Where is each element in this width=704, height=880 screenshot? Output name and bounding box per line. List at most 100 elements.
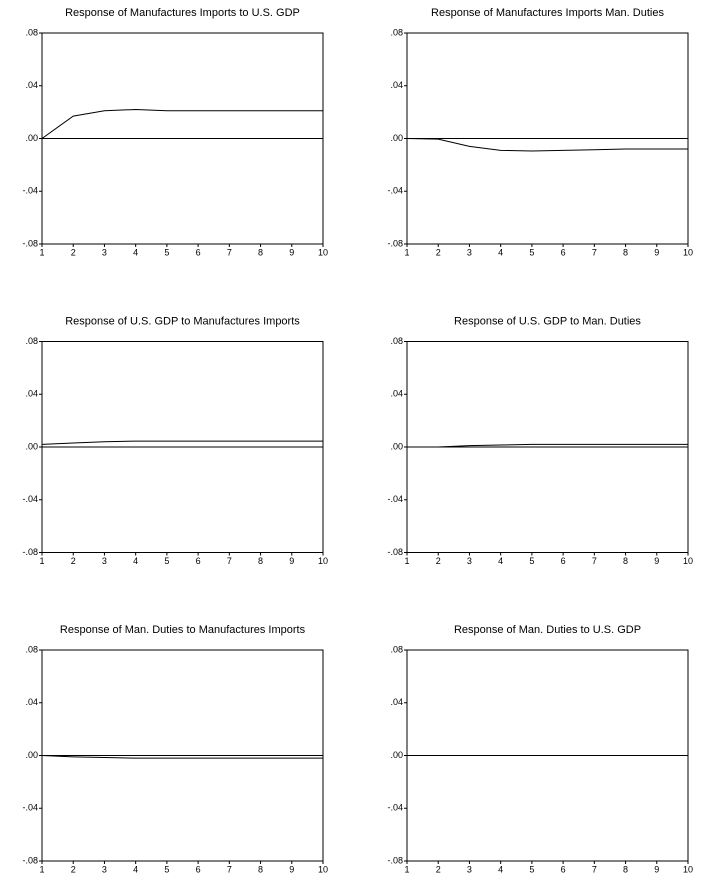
y-tick-label: -.04 [22,803,38,813]
x-tick-label: 1 [39,864,44,874]
x-tick-label: 5 [164,556,169,566]
x-tick-label: 5 [164,247,169,257]
line [406,138,688,152]
x-tick-label: 3 [467,556,472,566]
y-tick-label: .04 [390,389,403,399]
x-tick-label: 7 [592,864,597,874]
x-tick-label: 7 [227,556,232,566]
x-tick-label: 4 [133,556,138,566]
y-tick-label: .04 [25,697,38,707]
x-tick-label: 8 [623,556,628,566]
x-tick-label: 8 [623,247,628,257]
y-tick-label: .08 [25,27,38,37]
line [41,755,323,759]
x-tick-label: 10 [318,864,328,874]
x-tick-label: 2 [436,247,441,257]
chart-title: Response of Man. Duties to U.S. GDP [454,624,641,636]
x-tick-label: 6 [196,556,201,566]
x-tick-label: 9 [289,864,294,874]
x-tick-label: 1 [39,247,44,257]
x-tick-label: 9 [654,247,659,257]
y-tick-label: .00 [390,133,403,143]
x-tick-label: 9 [654,864,659,874]
x-tick-label: 6 [561,247,566,257]
x-tick-label: 4 [498,556,503,566]
y-tick-label: -.08 [387,238,403,248]
x-tick-label: 2 [71,247,76,257]
x-tick-label: 5 [529,247,534,257]
x-tick-label: 3 [102,556,107,566]
y-tick-label: .00 [390,750,403,760]
line [41,440,323,445]
x-tick-label: 1 [404,247,409,257]
x-tick-label: 4 [498,864,503,874]
x-tick-label: 8 [258,864,263,874]
x-tick-label: 2 [436,556,441,566]
y-tick-label: -.08 [22,547,38,557]
x-tick-label: 5 [529,556,534,566]
y-tick-label: .00 [25,441,38,451]
chart-title: Response of U.S. GDP to Manufactures Imp… [65,315,300,327]
x-tick-label: 8 [258,556,263,566]
chart-title: Response of Manufactures Imports to U.S.… [65,7,300,19]
y-tick-label: .08 [25,336,38,346]
y-tick-label: .00 [25,750,38,760]
x-tick-label: 7 [592,247,597,257]
chart-title: Response of Manufactures Imports Man. Du… [431,7,664,19]
x-tick-label: 7 [227,864,232,874]
x-tick-label: 9 [289,247,294,257]
x-tick-label: 8 [258,247,263,257]
x-tick-label: 4 [498,247,503,257]
x-tick-label: 2 [71,556,76,566]
x-tick-label: 5 [529,864,534,874]
x-tick-label: 2 [436,864,441,874]
y-tick-label: -.04 [22,494,38,504]
x-tick-label: 5 [164,864,169,874]
y-tick-label: .08 [25,644,38,654]
y-tick-label: .04 [25,80,38,90]
x-tick-label: 1 [404,556,409,566]
x-tick-label: 10 [318,556,328,566]
y-tick-label: .00 [25,133,38,143]
x-tick-label: 6 [196,864,201,874]
x-tick-label: 10 [683,556,693,566]
x-tick-label: 2 [71,864,76,874]
y-tick-label: .04 [390,697,403,707]
line [41,108,323,139]
y-tick-label: -.08 [387,855,403,865]
y-tick-label: .08 [390,336,403,346]
x-tick-label: 7 [592,556,597,566]
y-tick-label: -.08 [22,238,38,248]
x-tick-label: 10 [318,247,328,257]
x-tick-label: 3 [102,864,107,874]
y-tick-label: .04 [25,389,38,399]
y-tick-label: -.04 [387,186,403,196]
y-tick-label: .00 [390,441,403,451]
y-tick-label: .08 [390,644,403,654]
x-tick-label: 7 [227,247,232,257]
x-tick-label: 4 [133,864,138,874]
x-tick-label: 6 [561,556,566,566]
y-tick-label: -.04 [387,494,403,504]
x-tick-label: 6 [561,864,566,874]
y-tick-label: -.04 [387,803,403,813]
y-tick-label: .04 [390,80,403,90]
chart-title: Response of U.S. GDP to Man. Duties [454,315,641,327]
y-tick-label: -.08 [22,855,38,865]
chart-title: Response of Man. Duties to Manufactures … [60,624,306,636]
x-tick-label: 1 [404,864,409,874]
x-tick-label: 6 [196,247,201,257]
x-tick-label: 4 [133,247,138,257]
x-tick-label: 3 [467,247,472,257]
x-tick-label: 8 [623,864,628,874]
x-tick-label: 10 [683,864,693,874]
x-tick-label: 9 [289,556,294,566]
x-tick-label: 9 [654,556,659,566]
x-tick-label: 3 [467,864,472,874]
y-tick-label: .08 [390,27,403,37]
y-tick-label: -.08 [387,547,403,557]
x-tick-label: 3 [102,247,107,257]
x-tick-label: 10 [683,247,693,257]
x-tick-label: 1 [39,556,44,566]
